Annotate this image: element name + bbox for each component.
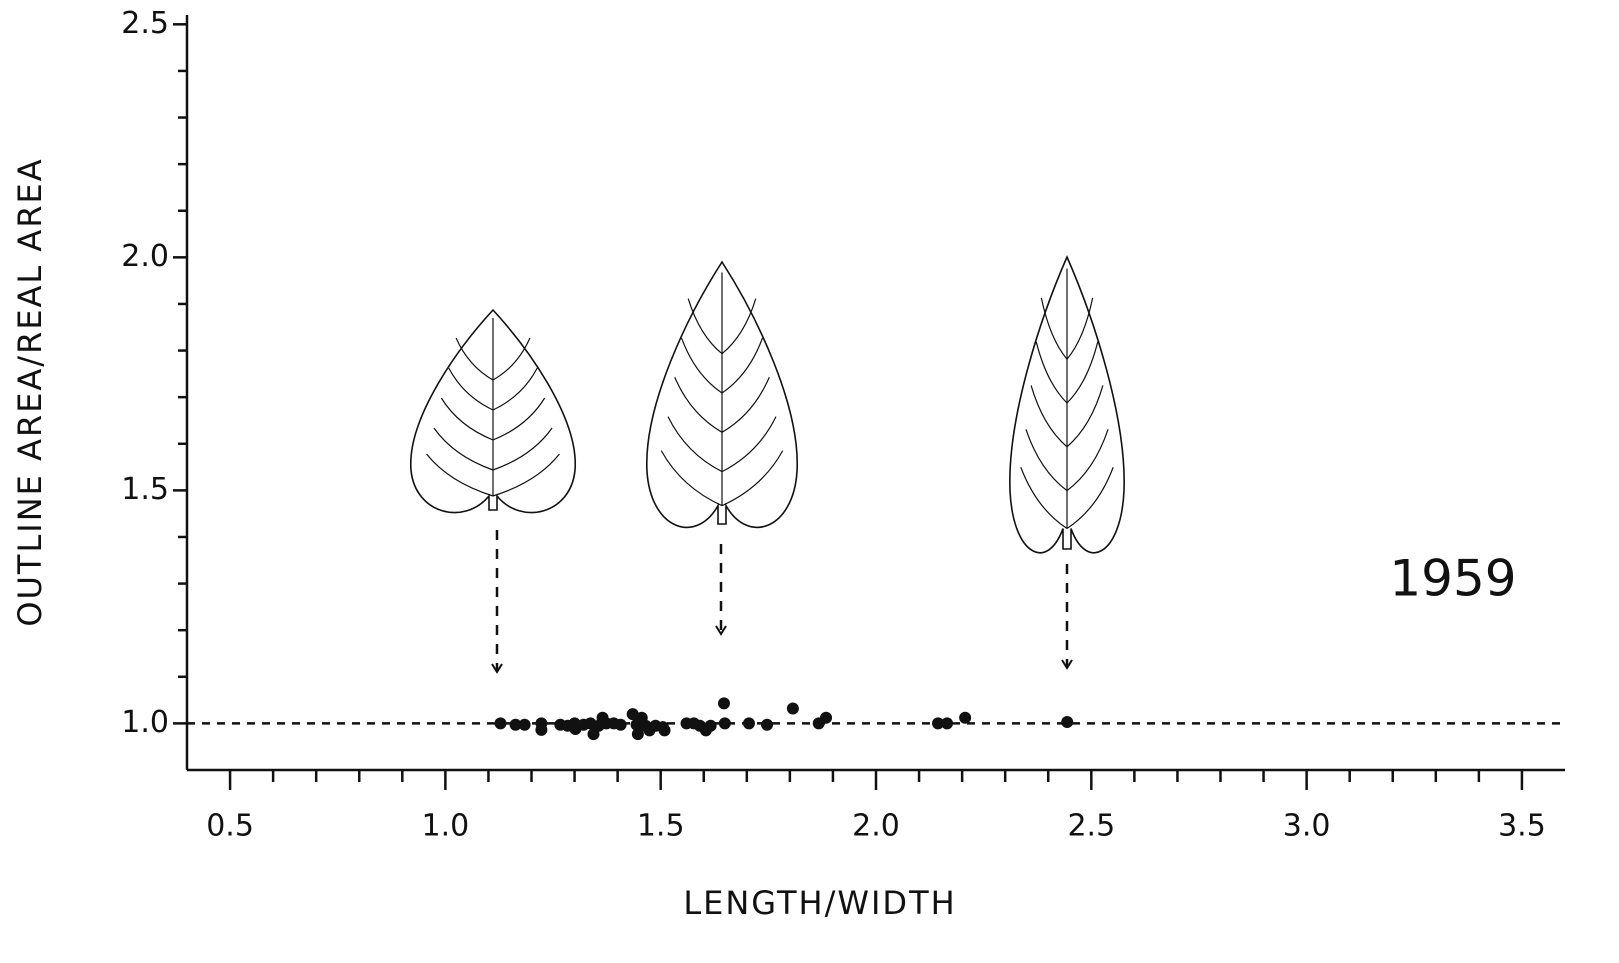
arrow-head <box>1061 659 1073 670</box>
y-tick-label: 1.0 <box>121 705 169 740</box>
leaf-vein <box>426 453 494 497</box>
leaf-vein <box>492 427 553 471</box>
data-point <box>518 718 531 731</box>
leaf-vein <box>721 337 764 394</box>
leaf-vein <box>1066 467 1114 530</box>
leaf-vein <box>1066 341 1099 404</box>
leaf-vein <box>1040 297 1068 360</box>
x-tick-label: 2.5 <box>1067 809 1115 844</box>
data-point <box>932 717 945 730</box>
x-axis-title: LENGTH/WIDTH <box>683 884 956 922</box>
data-point <box>1061 715 1074 728</box>
y-tick-label: 2.0 <box>121 239 169 274</box>
x-tick-label: 1.0 <box>422 809 470 844</box>
leaf-vein <box>1030 385 1068 448</box>
data-point <box>820 711 833 724</box>
y-tick-label: 1.5 <box>121 472 169 507</box>
leaf-illustrations <box>410 255 1125 674</box>
x-tick-label: 2.0 <box>852 809 900 844</box>
leaf-vein <box>1020 467 1068 530</box>
leaf-vein <box>1035 341 1068 404</box>
x-tick-label: 0.5 <box>206 809 254 844</box>
data-point <box>494 717 507 730</box>
data-point <box>704 719 717 732</box>
x-tick-label: 3.5 <box>1498 809 1546 844</box>
leaf-vein <box>1066 385 1104 448</box>
leaf-vein <box>680 337 723 394</box>
leaf-vein <box>455 337 494 381</box>
leaf-vein <box>721 377 770 433</box>
x-tick-label: 1.5 <box>637 809 685 844</box>
leaf-vein <box>721 298 757 355</box>
leaf-vein <box>674 377 723 433</box>
data-point <box>761 718 774 731</box>
y-axis-title: OUTLINE AREA/REAL AREA <box>11 157 49 626</box>
data-point <box>742 717 755 730</box>
leaf-vein <box>492 453 560 497</box>
leaf-vein <box>1066 429 1109 492</box>
leaf-vein <box>687 298 723 355</box>
data-point <box>614 718 627 731</box>
arrow-head <box>491 663 503 674</box>
data-point <box>631 728 644 741</box>
data-point <box>718 717 731 730</box>
leaf-vein <box>433 427 494 471</box>
data-point <box>959 711 972 724</box>
leaf-vein <box>721 416 777 473</box>
data-point <box>509 718 522 731</box>
leaf-vein <box>1025 429 1068 492</box>
arrow-head <box>715 625 727 636</box>
leaf-vein <box>492 367 538 411</box>
leaf-vein <box>492 397 546 441</box>
leaf-vein <box>660 450 723 507</box>
annotation: 1959 <box>1389 550 1516 608</box>
data-point <box>941 717 954 730</box>
leaf-vein <box>721 450 784 507</box>
leaf-vein <box>492 337 531 381</box>
leaf-vein <box>1066 297 1094 360</box>
x-tick-label: 3.0 <box>1283 809 1331 844</box>
data-point <box>535 723 548 736</box>
y-tick-label: 2.5 <box>121 6 169 41</box>
data-point <box>717 697 730 710</box>
data-point <box>786 702 799 715</box>
data-point <box>658 724 671 737</box>
leaf-vein <box>448 367 494 411</box>
leaf-vein <box>440 397 494 441</box>
leaf-vein <box>667 416 723 473</box>
data-point <box>626 708 639 721</box>
